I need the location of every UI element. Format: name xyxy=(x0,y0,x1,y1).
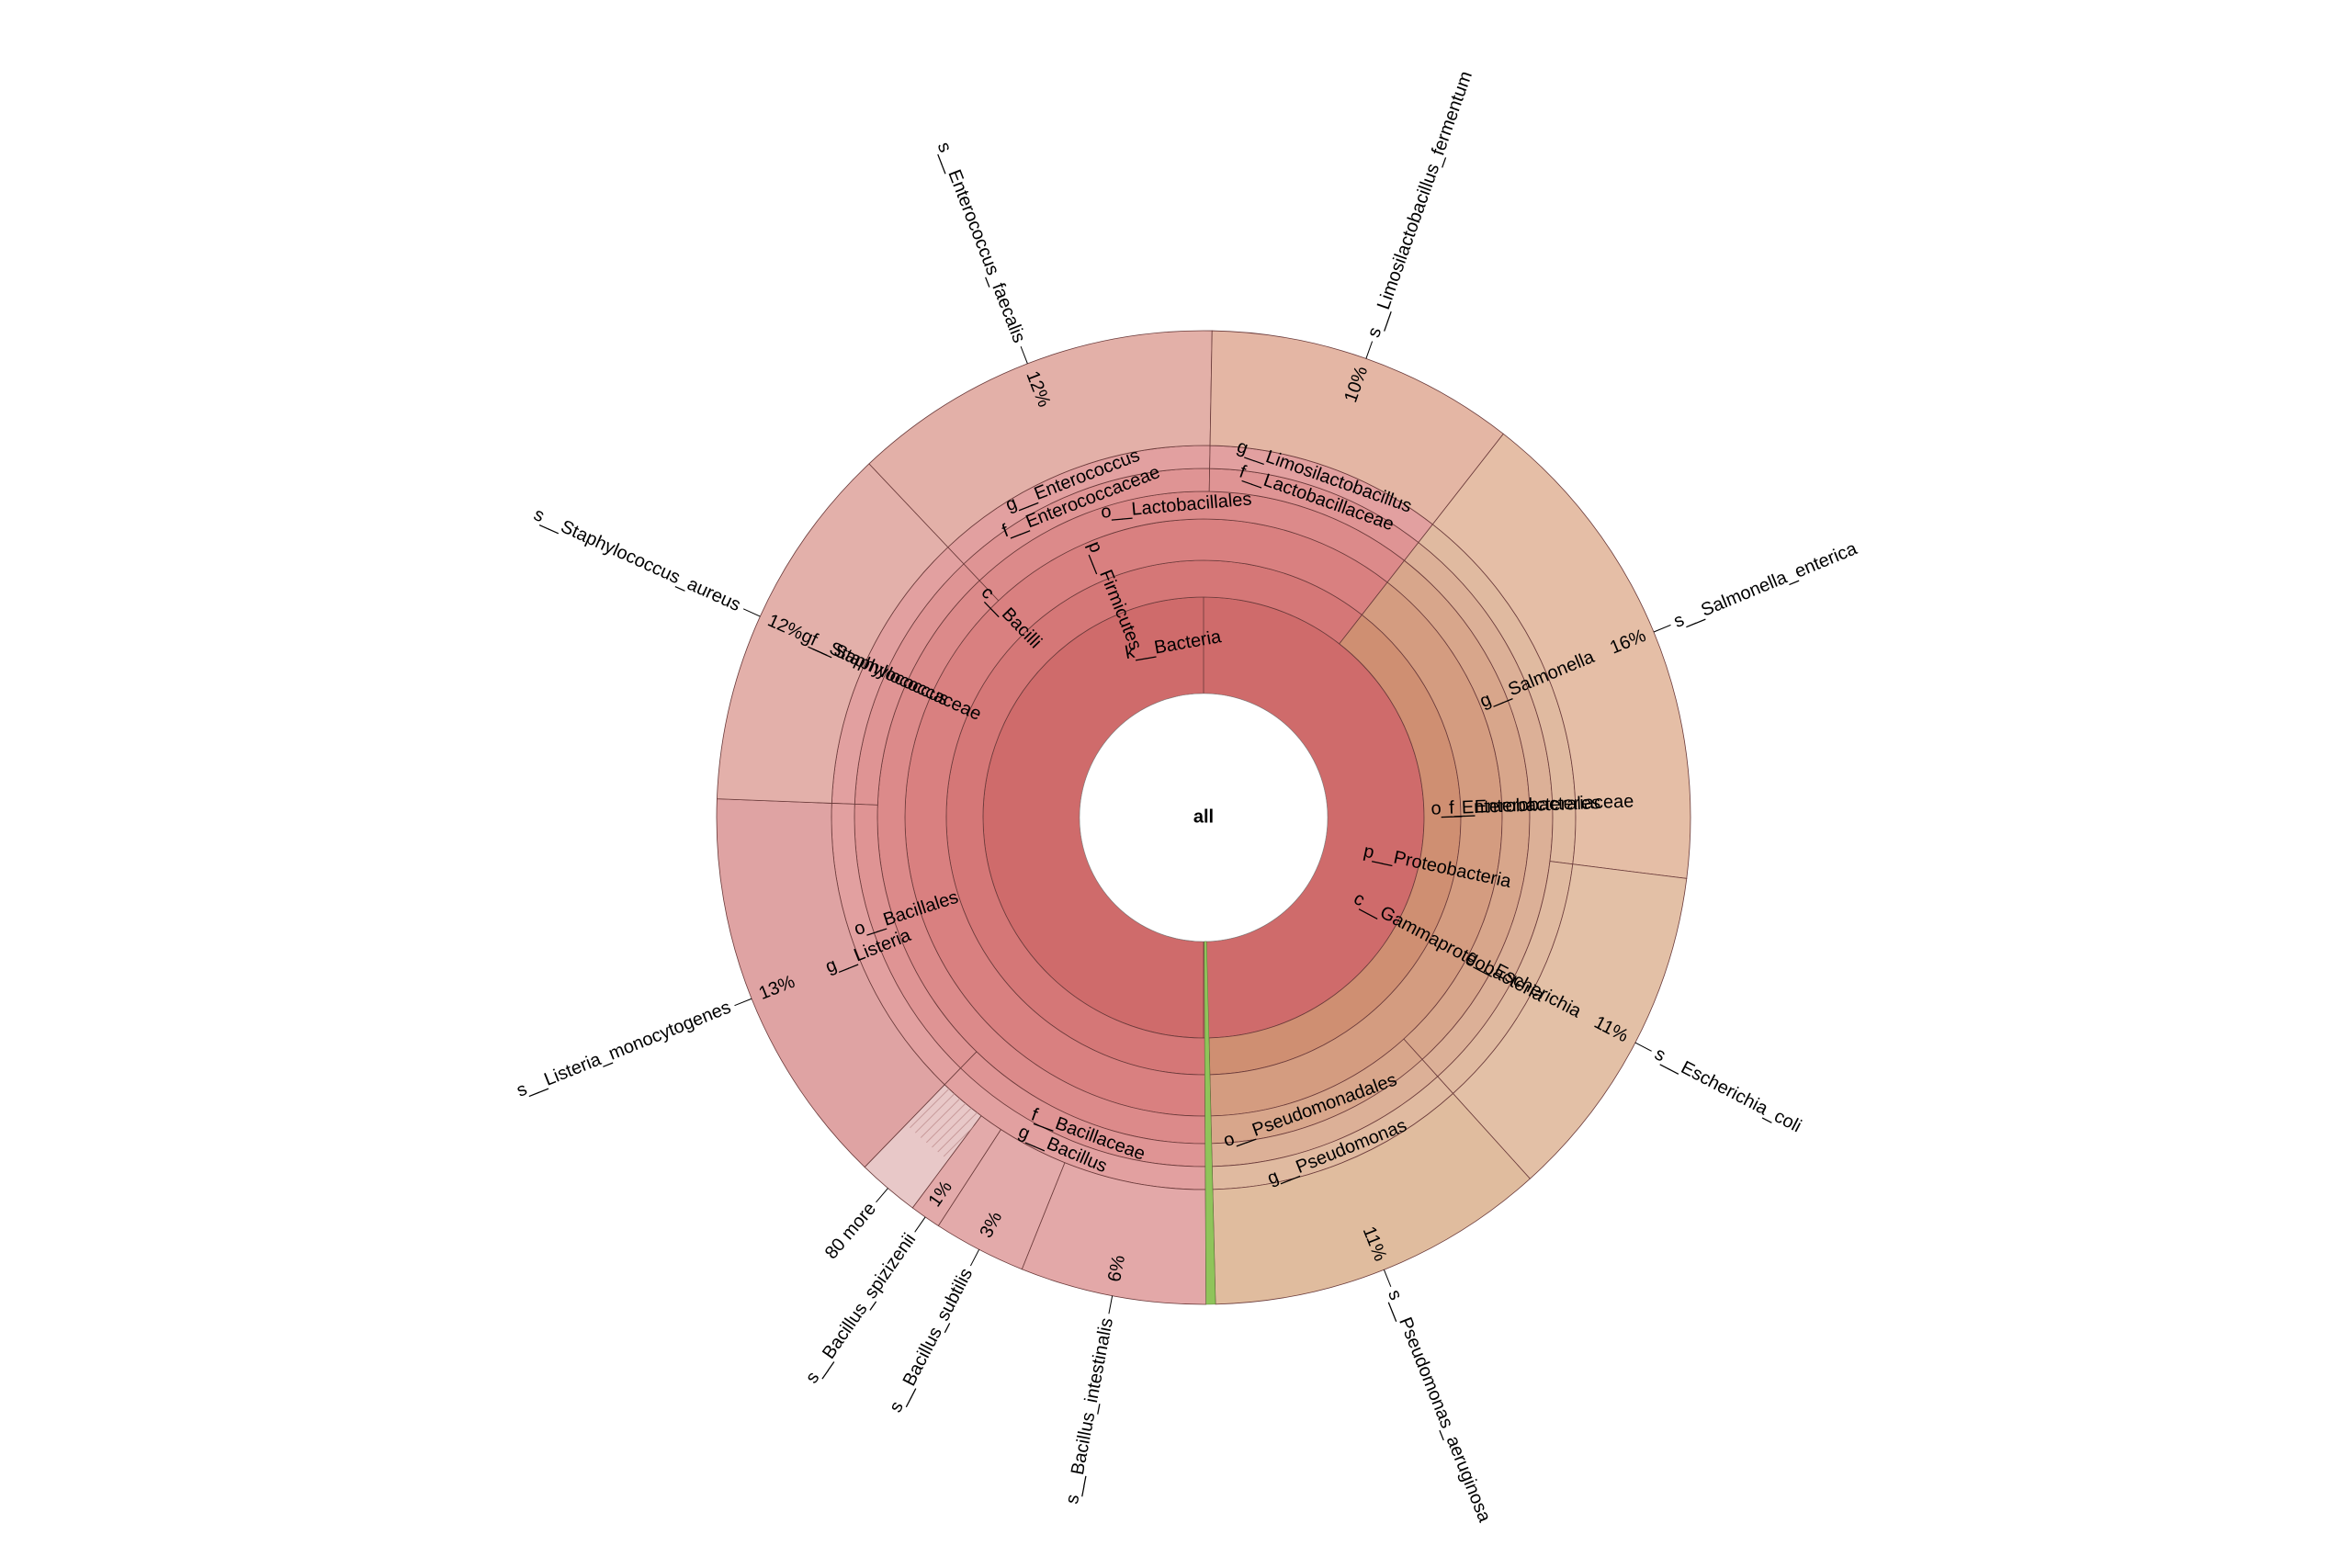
leaf-label-6: s__Bacillus_subtilis xyxy=(886,1265,977,1416)
leader-line xyxy=(742,608,761,617)
species-salmonella-enterica[interactable] xyxy=(1431,433,1691,879)
leaf-label-0: s__Enterococcus_faecalis xyxy=(933,140,1030,346)
species-staphylococcus-aureus[interactable] xyxy=(716,463,949,804)
leaf-label-10: s__Staphylococcus_aureus xyxy=(531,504,744,615)
leaf-label-8: 80 more xyxy=(821,1199,880,1263)
leader-line xyxy=(1365,341,1374,359)
leaf-label-5: s__Bacillus_intestinalis xyxy=(1062,1316,1117,1506)
percent-label-5: 6% xyxy=(1104,1254,1129,1284)
leaf-label-3: s__Escherichia_coli xyxy=(1651,1043,1804,1136)
leader-line xyxy=(914,1216,926,1233)
leader-line xyxy=(1108,1295,1114,1314)
leaf-label-9: s__Listeria_monocytogenes xyxy=(514,998,733,1101)
leader-line xyxy=(969,1249,980,1267)
leader-line xyxy=(1634,1042,1652,1052)
leader-line xyxy=(1383,1269,1392,1288)
leader-line xyxy=(1653,624,1671,633)
leaf-label-1: s__Limosilactobacillus_fermentum xyxy=(1363,69,1476,341)
other-sliver[interactable] xyxy=(1204,941,1216,1305)
leader-line xyxy=(876,1188,888,1203)
leaf-label-7: s__Bacillus_spizizenii xyxy=(802,1230,921,1387)
center-label: all xyxy=(1193,807,1214,827)
more-hatch xyxy=(906,1084,981,1160)
leader-line xyxy=(734,998,752,1007)
leader-line xyxy=(1020,346,1028,365)
leaf-label-2: s__Salmonella_enterica xyxy=(1671,538,1861,632)
center-hole[interactable] xyxy=(1079,693,1329,942)
leaf-label-4: s__Pseudomonas_aeruginosa xyxy=(1384,1287,1495,1526)
